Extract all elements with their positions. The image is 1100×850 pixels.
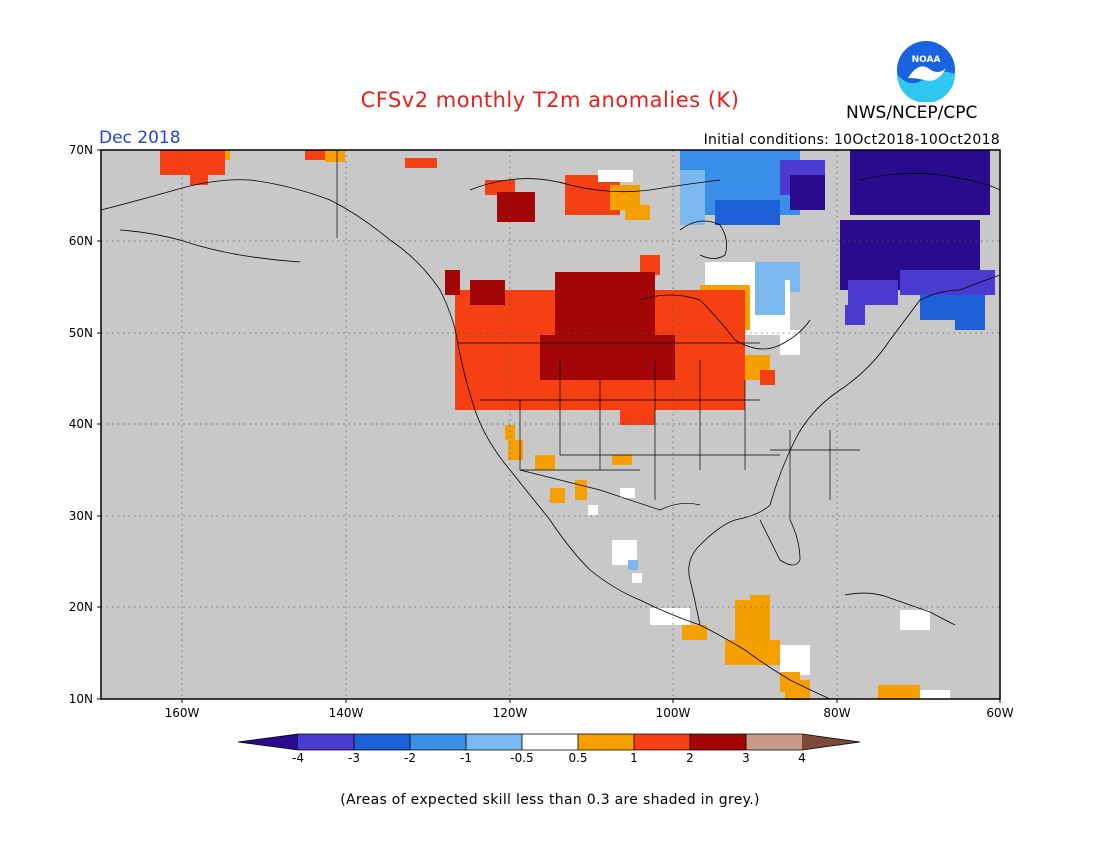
lon-label: 120W	[492, 706, 528, 720]
logo-text: NOAA	[912, 55, 941, 65]
colorbar-tick: 3	[742, 751, 750, 765]
lat-label: 50N	[68, 326, 93, 340]
lat-label: 20N	[68, 600, 93, 614]
colorbar-segment	[578, 734, 634, 750]
lat-label: 60N	[68, 234, 93, 248]
skill-note: (Areas of expected skill less than 0.3 a…	[340, 792, 760, 808]
lat-label: 40N	[68, 417, 93, 431]
lat-label: 30N	[68, 509, 93, 523]
colorbar-segment	[298, 734, 354, 750]
colorbar-arrow-right	[802, 734, 860, 750]
lat-label: 70N	[68, 143, 93, 157]
colorbar	[238, 733, 861, 751]
anomaly-cells	[160, 150, 995, 700]
colorbar-segment	[354, 734, 410, 750]
axis-ticks	[97, 149, 1001, 703]
colorbar-tick: -3	[348, 751, 360, 765]
colorbar-tick: -2	[404, 751, 416, 765]
colorbar-tick: -4	[292, 751, 304, 765]
colorbar-tick: 1	[630, 751, 638, 765]
colorbar-segment	[522, 734, 578, 750]
colorbar-tick: 2	[686, 751, 694, 765]
colorbar-segment	[634, 734, 690, 750]
colorbar-tick: 4	[798, 751, 806, 765]
colorbar-tick: -0.5	[510, 751, 534, 765]
agency-label: NWS/NCEP/CPC	[846, 103, 978, 123]
lat-label: 10N	[68, 692, 93, 706]
forecast-month: Dec 2018	[99, 128, 181, 148]
lon-label: 140W	[328, 706, 364, 720]
coastlines	[100, 172, 1001, 700]
lon-label: 60W	[986, 706, 1014, 720]
lon-label: 100W	[655, 706, 691, 720]
chart-title: CFSv2 monthly T2m anomalies (K)	[360, 88, 740, 112]
lon-label: 160W	[164, 706, 200, 720]
colorbar-arrow-left	[238, 734, 298, 750]
noaa-logo-icon: NOAA	[895, 39, 957, 102]
graticule	[101, 150, 1000, 699]
colorbar-tick: 0.5	[568, 751, 588, 765]
initial-conditions: Initial conditions: 10Oct2018-10Oct2018	[703, 132, 1000, 148]
colorbar-tick: -1	[460, 751, 472, 765]
colorbar-segment	[466, 734, 522, 750]
lon-label: 80W	[823, 706, 851, 720]
colorbar-segment	[746, 734, 802, 750]
borders	[336, 150, 860, 520]
colorbar-segment	[410, 734, 466, 750]
colorbar-segment	[690, 734, 746, 750]
